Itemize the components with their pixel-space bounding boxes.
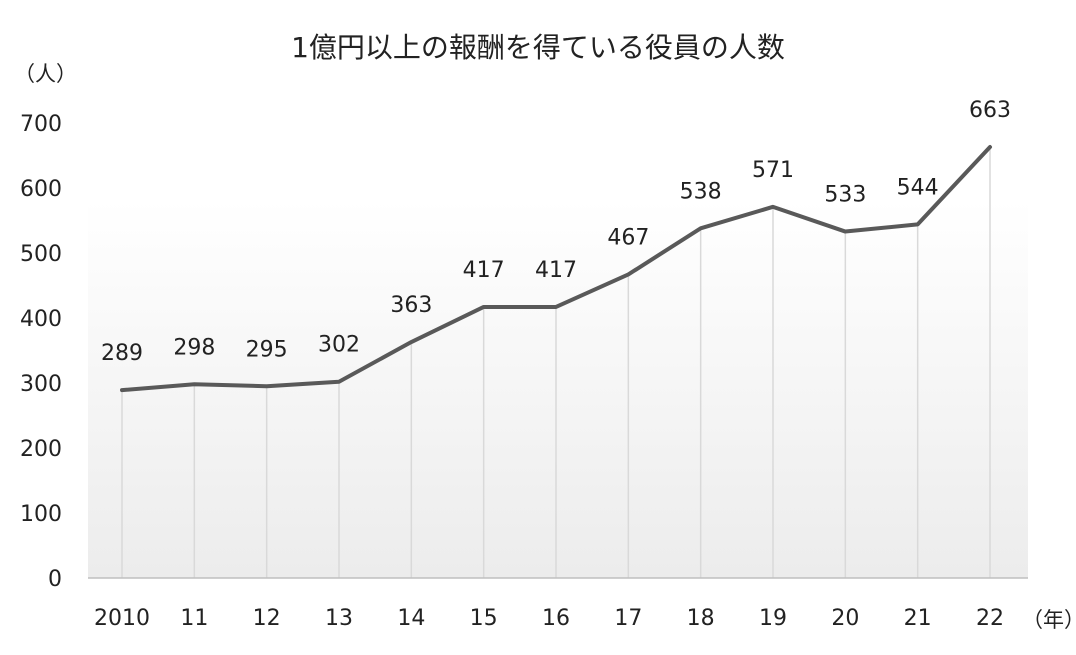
data-label: 363 [390,293,432,318]
x-tick-label: 15 [470,606,498,631]
y-tick-label: 0 [48,567,62,592]
y-tick-label: 500 [20,242,62,267]
x-tick-label: 2010 [94,606,150,631]
data-label: 663 [969,98,1011,123]
series-line [120,145,992,393]
y-tick-label: 700 [20,112,62,137]
x-tick-label: 17 [614,606,642,631]
y-axis-unit-label: （人） [14,62,77,86]
y-tick-label: 200 [20,437,62,462]
x-tick-label: 22 [976,606,1004,631]
x-tick-label: 20 [831,606,859,631]
x-axis-unit-label: （年） [1022,608,1076,632]
chart-title: 1億円以上の報酬を得ている役員の人数 [291,31,785,64]
data-label: 417 [463,258,505,283]
x-tick-label: 19 [759,606,787,631]
data-label: 533 [824,183,866,208]
plot-background [88,200,1028,578]
x-tick-label: 21 [904,606,932,631]
data-label: 538 [680,179,722,204]
y-tick-label: 400 [20,307,62,332]
y-tick-label: 300 [20,372,62,397]
data-label: 467 [607,225,649,250]
data-label: 302 [318,333,360,358]
x-tick-label: 14 [397,606,425,631]
y-tick-label: 600 [20,177,62,202]
x-tick-label: 18 [687,606,715,631]
data-label: 544 [897,175,939,200]
data-label: 571 [752,158,794,183]
data-label: 295 [246,337,288,362]
data-label: 289 [101,341,143,366]
data-label: 417 [535,258,577,283]
x-tick-label: 13 [325,606,353,631]
data-label: 298 [173,335,215,360]
y-tick-label: 100 [20,502,62,527]
x-tick-label: 16 [542,606,570,631]
x-tick-label: 12 [253,606,281,631]
x-tick-label: 11 [180,606,208,631]
